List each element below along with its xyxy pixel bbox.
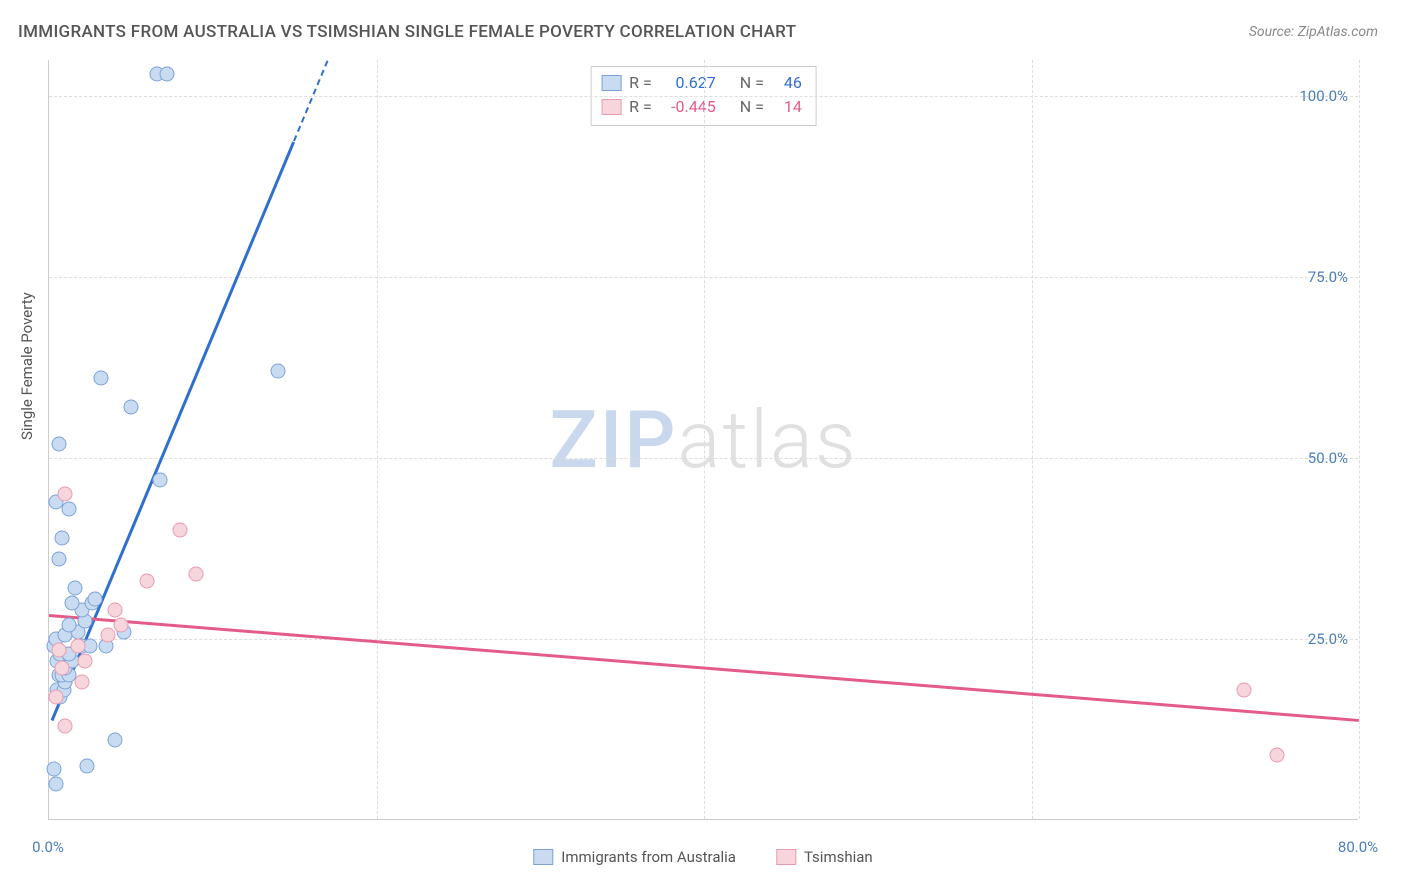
watermark-zip: ZIP bbox=[550, 393, 678, 487]
n-value: 14 bbox=[772, 95, 802, 119]
legend-item: Tsimshian bbox=[776, 848, 873, 866]
scatter-point bbox=[173, 523, 188, 538]
y-tick-label: 25.0% bbox=[1308, 630, 1348, 648]
scatter-point bbox=[114, 617, 129, 632]
stats-legend-row: R = -0.445 N = 14 bbox=[601, 95, 802, 119]
n-label: N = bbox=[740, 71, 764, 95]
scatter-point bbox=[55, 530, 70, 545]
scatter-point bbox=[51, 436, 66, 451]
legend-swatch bbox=[601, 99, 621, 115]
scatter-point bbox=[107, 733, 122, 748]
r-value: 0.627 bbox=[660, 71, 716, 95]
gridline-vertical bbox=[1032, 60, 1033, 819]
source-credit: Source: ZipAtlas.com bbox=[1249, 24, 1378, 40]
y-tick-label: 50.0% bbox=[1308, 449, 1348, 467]
scatter-point bbox=[159, 67, 174, 82]
scatter-point bbox=[64, 595, 79, 610]
scatter-point bbox=[55, 661, 70, 676]
scatter-point bbox=[48, 689, 63, 704]
scatter-point bbox=[61, 501, 76, 516]
gridline-vertical bbox=[377, 60, 378, 819]
gridline-vertical bbox=[704, 60, 705, 819]
x-tick-label: 80.0% bbox=[1338, 838, 1378, 856]
r-value: -0.445 bbox=[660, 95, 716, 119]
x-tick-label: 0.0% bbox=[32, 838, 64, 856]
scatter-point bbox=[51, 642, 66, 657]
legend-label: Tsimshian bbox=[804, 848, 873, 866]
scatter-point bbox=[46, 762, 61, 777]
scatter-point bbox=[140, 574, 155, 589]
r-label: R = bbox=[629, 95, 652, 119]
y-tick-label: 100.0% bbox=[1299, 87, 1348, 105]
trendline-extension bbox=[293, 61, 328, 142]
scatter-point bbox=[1270, 747, 1285, 762]
scatter-point bbox=[94, 371, 109, 386]
plot-area: ZIPatlas R =0.627N =46R =-0.445N =14 25.… bbox=[48, 60, 1358, 820]
scatter-point bbox=[71, 639, 86, 654]
scatter-point bbox=[153, 472, 168, 487]
gridline-vertical bbox=[1359, 60, 1360, 819]
scatter-point bbox=[58, 718, 73, 733]
scatter-point bbox=[100, 628, 115, 643]
r-label: R = bbox=[629, 71, 652, 95]
stats-legend-row: R = 0.627 N = 46 bbox=[601, 71, 802, 95]
scatter-point bbox=[79, 758, 94, 773]
n-label: N = bbox=[740, 95, 764, 119]
scatter-point bbox=[87, 592, 102, 607]
chart-title: IMMIGRANTS FROM AUSTRALIA VS TSIMSHIAN S… bbox=[18, 22, 796, 42]
scatter-point bbox=[271, 364, 286, 379]
scatter-point bbox=[189, 566, 204, 581]
scatter-point bbox=[48, 776, 63, 791]
y-axis-title: Single Female Poverty bbox=[18, 292, 36, 440]
scatter-point bbox=[78, 653, 93, 668]
scatter-point bbox=[107, 603, 122, 618]
scatter-point bbox=[123, 400, 138, 415]
legend-swatch bbox=[533, 849, 553, 865]
scatter-point bbox=[68, 581, 83, 596]
legend-swatch bbox=[776, 849, 796, 865]
scatter-point bbox=[74, 675, 89, 690]
y-tick-label: 75.0% bbox=[1308, 268, 1348, 286]
scatter-point bbox=[51, 552, 66, 567]
chart-container: IMMIGRANTS FROM AUSTRALIA VS TSIMSHIAN S… bbox=[0, 0, 1406, 892]
legend-label: Immigrants from Australia bbox=[561, 848, 736, 866]
scatter-point bbox=[61, 617, 76, 632]
n-value: 46 bbox=[772, 71, 802, 95]
series-legend: Immigrants from Australia Tsimshian bbox=[533, 848, 872, 866]
legend-item: Immigrants from Australia bbox=[533, 848, 736, 866]
scatter-point bbox=[1237, 682, 1252, 697]
legend-swatch bbox=[601, 75, 621, 91]
scatter-point bbox=[58, 487, 73, 502]
